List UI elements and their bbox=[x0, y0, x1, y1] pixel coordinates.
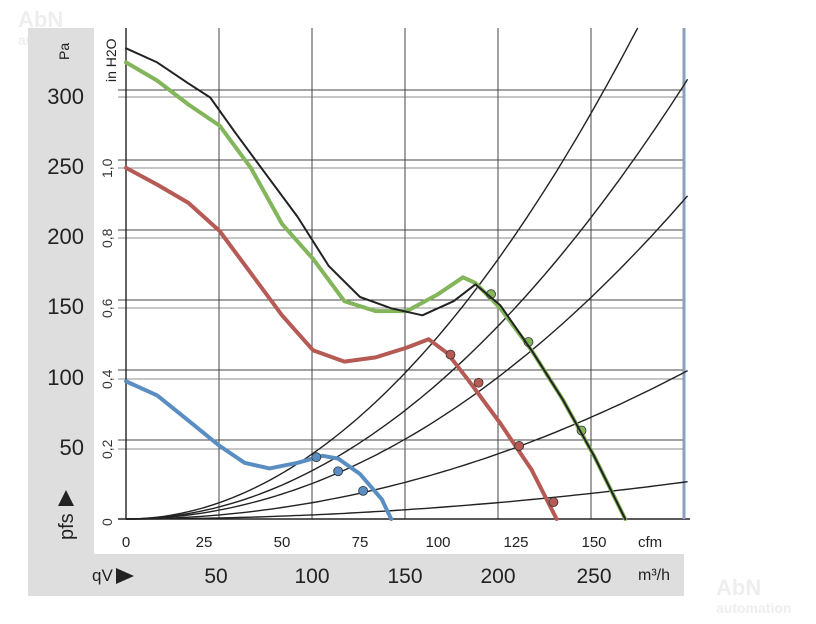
cfm-tick-label-1: 25 bbox=[195, 534, 213, 551]
pressure-arrow-icon bbox=[58, 490, 74, 506]
watermark-bottom: AbN automation bbox=[716, 575, 792, 618]
m3h-tick-label-4: 250 bbox=[576, 565, 612, 588]
cfm-tick-label-5: 125 bbox=[503, 534, 529, 551]
pa-tick-label-4: 200 bbox=[47, 224, 84, 249]
operating-point-2-0 bbox=[445, 349, 456, 360]
series-line-1 bbox=[125, 47, 627, 520]
operating-point-3-1 bbox=[333, 466, 344, 477]
cfm-tick-label-3: 75 bbox=[351, 534, 369, 551]
watermark-sub-bottom: automation bbox=[716, 600, 792, 616]
operating-point-2-3 bbox=[548, 497, 559, 508]
m3h-tick-label-0: 50 bbox=[204, 565, 228, 588]
series-line-3 bbox=[124, 379, 394, 521]
inh2o-tick-label-5: 1,0 bbox=[99, 158, 115, 178]
system-curve-2 bbox=[126, 195, 689, 520]
pa-tick-label-2: 100 bbox=[47, 364, 84, 390]
inh2o-tick-label-0: 0 bbox=[99, 518, 115, 526]
m3h-tick-label-1: 100 bbox=[294, 565, 330, 588]
m3h-tick-label-3: 200 bbox=[480, 565, 516, 588]
operating-point-2-2 bbox=[514, 441, 525, 451]
pa-tick-label-6: 300 bbox=[47, 83, 84, 109]
pressure-axis-label: pfs bbox=[56, 513, 78, 540]
pa-unit-label: Pa bbox=[56, 42, 72, 60]
system-curve-4 bbox=[126, 481, 688, 520]
flow-arrow-icon bbox=[116, 568, 134, 584]
operating-point-3-2 bbox=[358, 485, 369, 496]
plot-area bbox=[94, 28, 684, 554]
inh2o-tick-label-2: 0,4 bbox=[99, 369, 115, 389]
m3h-tick-label-2: 150 bbox=[387, 565, 423, 588]
cfm-tick-label-2: 50 bbox=[273, 534, 291, 551]
pa-tick-label-3: 150 bbox=[47, 294, 84, 320]
inh2o-unit-label: in H2O bbox=[103, 38, 119, 82]
pa-tick-label-5: 250 bbox=[47, 153, 84, 179]
series-line-2 bbox=[124, 165, 559, 521]
inh2o-tick-label-4: 0,8 bbox=[99, 228, 115, 248]
watermark-brand-top: AbN bbox=[18, 7, 64, 32]
cfm-tick-label-4: 100 bbox=[425, 534, 451, 551]
series-line-0 bbox=[124, 60, 628, 521]
m3h-unit-label: m³/h bbox=[638, 567, 670, 584]
inh2o-tick-label-1: 0,2 bbox=[99, 439, 115, 459]
flow-axis-label: qV bbox=[92, 566, 113, 585]
bottom-axis-band bbox=[28, 554, 684, 596]
cfm-unit-label: cfm bbox=[638, 534, 663, 551]
pa-tick-label-1: 50 bbox=[59, 434, 84, 460]
system-curve-3 bbox=[126, 369, 688, 520]
watermark-brand-bottom: AbN bbox=[716, 575, 762, 600]
system-curve-0 bbox=[125, 27, 639, 520]
cfm-tick-label-0: 0 bbox=[121, 534, 131, 551]
operating-point-3-0 bbox=[311, 452, 322, 463]
inh2o-tick-label-3: 0,6 bbox=[99, 298, 115, 318]
system-curve-1 bbox=[125, 78, 689, 520]
operating-point-2-1 bbox=[473, 377, 484, 388]
cfm-tick-label-6: 150 bbox=[581, 534, 607, 551]
